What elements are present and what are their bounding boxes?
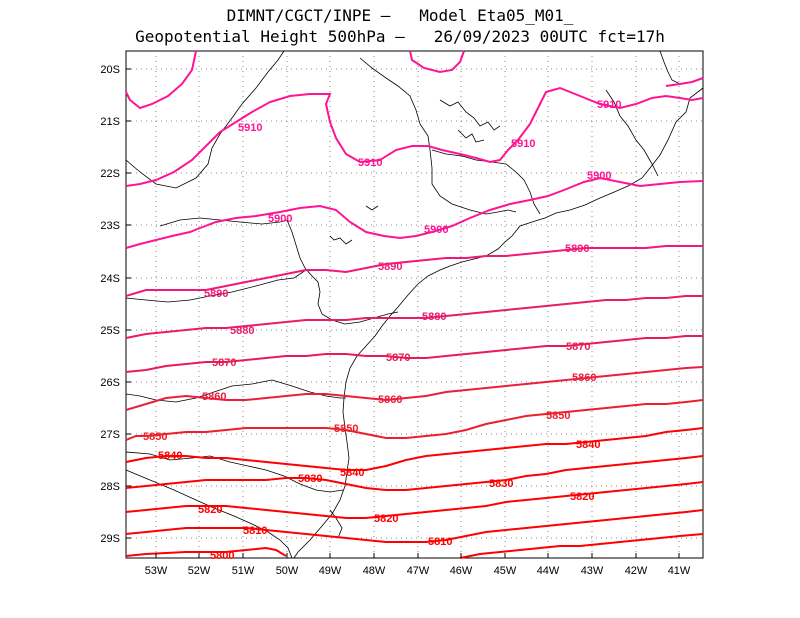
contour-label: 5870 [386, 352, 410, 364]
lat-label: 20S [100, 64, 120, 76]
lon-label: 48W [363, 565, 386, 577]
contour-label: 5870 [212, 357, 236, 369]
contour-5870 [125, 335, 703, 373]
river-grande [439, 99, 501, 131]
lon-label: 44W [537, 565, 560, 577]
contour-5820 [125, 481, 704, 519]
contour-5850 [125, 399, 704, 441]
contour-label: 5910 [511, 138, 535, 150]
contour-label: 5900 [587, 170, 611, 182]
lat-label: 26S [100, 377, 120, 389]
lagoa-dos-patos [329, 509, 343, 539]
border-mg-sp [359, 57, 517, 215]
contour-label: 5860 [202, 391, 226, 403]
border-parana-sp [286, 219, 399, 325]
lat-label: 28S [100, 481, 120, 493]
lat-label: 21S [100, 116, 120, 128]
contour-label: 5820 [570, 491, 594, 503]
border-ms-sp [125, 50, 285, 189]
contour-label: 5820 [374, 513, 398, 525]
contour-label: 5890 [204, 288, 228, 300]
coastline [293, 87, 704, 559]
tick-marks [126, 68, 680, 558]
border-sc-rs [125, 451, 344, 493]
contour-label: 5850 [334, 423, 358, 435]
lat-label: 24S [100, 273, 120, 285]
map-frame [125, 50, 704, 559]
contour-label: 5840 [576, 439, 600, 451]
lon-label: 41W [668, 565, 691, 577]
contour-label: 5910 [597, 99, 621, 111]
contour-5910-a [125, 50, 197, 110]
contour-label: 5860 [378, 394, 402, 406]
lon-label: 47W [407, 565, 430, 577]
lake-sc [365, 205, 379, 211]
lon-label: 46W [450, 565, 473, 577]
latitude-labels: 20S 21S 22S 23S 24S 25S 26S 27S 28S 29S [100, 64, 120, 545]
lon-label: 43W [581, 565, 604, 577]
contour-5900 [125, 176, 704, 249]
border-mg-es [605, 89, 659, 177]
lat-label: 22S [100, 168, 120, 180]
contour-5880 [125, 295, 703, 339]
border-mg-rj [431, 149, 541, 215]
contour-5810 [125, 509, 704, 543]
lon-label: 51W [232, 565, 255, 577]
lat-label: 29S [100, 533, 120, 545]
lon-label: 52W [188, 565, 211, 577]
contour-label: 5830 [489, 478, 513, 490]
contour-label: 5900 [424, 224, 448, 236]
lon-label: 50W [276, 565, 299, 577]
contour-5830 [125, 455, 704, 491]
border-argentina [125, 469, 293, 559]
contour-label: 5860 [572, 372, 596, 384]
contour-label: 5890 [378, 261, 402, 273]
contour-5800-b [459, 533, 704, 559]
lat-label: 25S [100, 325, 120, 337]
contour-label: 5840 [340, 467, 364, 479]
contour-label: 5810 [428, 536, 452, 548]
lon-label: 49W [319, 565, 342, 577]
contour-label: 5910 [238, 122, 262, 134]
contour-5890 [125, 245, 703, 297]
contour-labels: 5910 5910 5910 5910 5900 5900 5900 5890 … [143, 99, 621, 562]
lat-label: 27S [100, 429, 120, 441]
contours [125, 50, 704, 559]
contour-label: 5810 [243, 525, 267, 537]
contour-label: 5900 [268, 213, 292, 225]
contour-label: 5890 [565, 243, 589, 255]
river-tiete [329, 235, 353, 245]
contour-5840 [125, 427, 704, 471]
contour-label: 5820 [198, 504, 222, 516]
contour-label: 5840 [158, 450, 182, 462]
lake-furnas [457, 129, 485, 143]
contour-label: 5800 [210, 550, 234, 562]
longitude-labels: 53W 52W 51W 50W 49W 48W 47W 46W 45W 44W … [145, 565, 691, 577]
lon-label: 42W [625, 565, 648, 577]
contour-label: 5880 [422, 311, 446, 323]
border-paraguay [125, 269, 307, 303]
contour-5910-d [665, 77, 704, 87]
contour-5860 [125, 366, 704, 411]
map-title-line1: DIMNT/CGCT/INPE – Model Eta05_M01_ [226, 6, 574, 25]
border-ms-pr [159, 217, 288, 227]
map-title-line2: Geopotential Height 500hPa – 26/09/2023 … [135, 27, 665, 46]
contour-label: 5850 [546, 410, 570, 422]
contour-label: 5910 [358, 157, 382, 169]
lat-label: 23S [100, 220, 120, 232]
lon-label: 53W [145, 565, 168, 577]
contour-5910-b [125, 86, 704, 187]
lon-label: 45W [494, 565, 517, 577]
top-right-border [659, 50, 681, 85]
contour-label: 5850 [143, 431, 167, 443]
contour-label: 5870 [566, 341, 590, 353]
contour-label: 5880 [230, 325, 254, 337]
coastline-and-borders [125, 50, 704, 559]
grid [126, 51, 703, 558]
contour-5910-c [409, 50, 465, 74]
contour-label: 5830 [298, 473, 322, 485]
